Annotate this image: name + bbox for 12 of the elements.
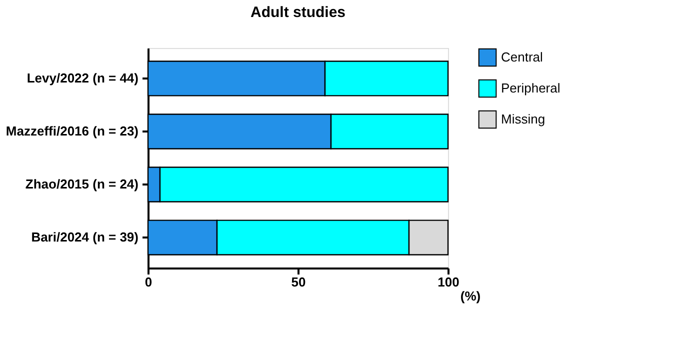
x-tick-label: 100 [438,274,460,290]
legend-label: Central [501,50,544,64]
x-tick-label: 50 [291,274,306,290]
legend-label: Peripheral [501,80,560,96]
chart-title: Adult studies [250,4,346,21]
y-tick-label: Levy/2022 (n = 44) [26,70,138,86]
x-tick-label: 0 [144,274,152,290]
y-tick-label: Zhao/2015 (n = 24) [25,176,138,192]
x-axis-title: (%) [460,288,481,304]
y-tick-label: Mazzeffi/2016 (n = 23) [6,123,138,138]
y-tick-label: Bari/2024 (n = 39) [31,230,138,245]
legend-label: Missing [501,112,546,126]
